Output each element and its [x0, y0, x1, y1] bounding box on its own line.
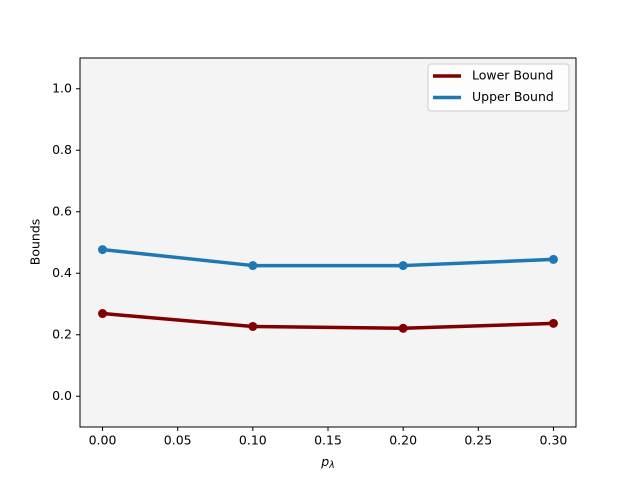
legend-label: Lower Bound: [472, 68, 553, 83]
x-tick-label: 0.20: [389, 433, 417, 448]
y-axis-label: Bounds: [28, 219, 43, 266]
x-tick-label: 0.15: [314, 433, 342, 448]
x-tick-label: 0.00: [89, 433, 117, 448]
x-axis-label-subscript: λ: [328, 460, 335, 471]
legend-label: Upper Bound: [472, 89, 554, 104]
legend-box: [427, 63, 570, 112]
y-tick-label: 0.2: [52, 326, 72, 341]
y-tick-label: 0.8: [52, 142, 72, 157]
x-tick-label: 0.30: [540, 433, 568, 448]
y-tick-label: 1.0: [52, 80, 72, 95]
series-marker: [98, 309, 108, 319]
x-tick-label: 0.25: [464, 433, 492, 448]
x-tick-label: 0.05: [164, 433, 192, 448]
y-tick-label: 0.4: [52, 265, 72, 280]
series-line: [102, 247, 554, 268]
series-marker: [398, 261, 408, 271]
series-marker: [548, 254, 558, 264]
x-tick-label: 0.10: [239, 433, 267, 448]
plot-area: [80, 58, 576, 427]
x-axis-label-base: p: [320, 454, 329, 469]
series-marker: [398, 323, 408, 333]
series-marker: [98, 245, 108, 255]
y-tick-label: 0.0: [52, 388, 72, 403]
series-marker: [248, 261, 258, 271]
series-marker: [248, 321, 258, 331]
y-tick-label: 0.6: [52, 203, 72, 218]
x-axis-label: pλ: [320, 454, 335, 471]
plot-content: [98, 245, 558, 333]
series-line: [102, 311, 554, 331]
series-marker: [548, 318, 558, 328]
